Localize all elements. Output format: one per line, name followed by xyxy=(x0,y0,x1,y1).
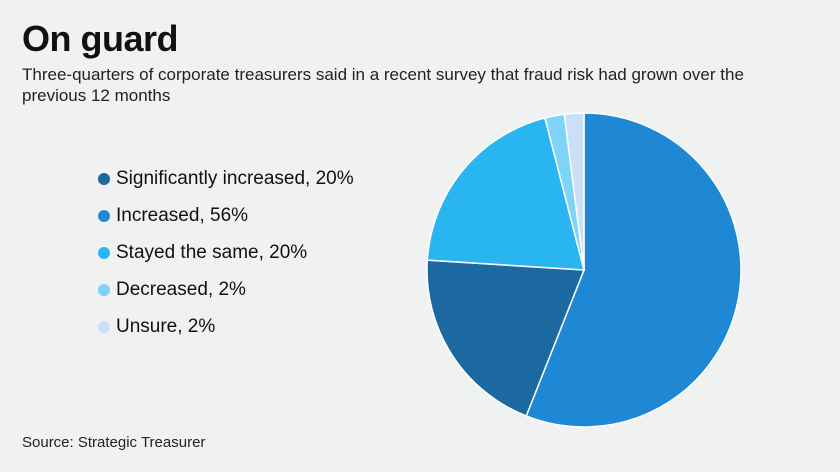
legend-item: Increased, 56% xyxy=(98,197,354,234)
legend-swatch xyxy=(98,172,110,185)
source-note: Source: Strategic Treasurer xyxy=(22,434,206,451)
pie-slice-unsure xyxy=(563,112,585,271)
legend-swatch xyxy=(98,246,110,259)
legend-label: Increased, 56% xyxy=(116,204,249,226)
legend-label: Unsure, 2% xyxy=(116,315,216,337)
legend-label: Decreased, 2% xyxy=(116,278,246,300)
legend-swatch xyxy=(98,209,110,222)
legend-swatch xyxy=(98,283,110,296)
legend-item: Unsure, 2% xyxy=(98,308,354,345)
legend-item: Decreased, 2% xyxy=(98,271,354,308)
legend: Significantly increased, 20% Increased, 5… xyxy=(98,160,354,345)
chart-subtitle: Three-quarters of corporate treasurers s… xyxy=(22,65,744,105)
legend-swatch xyxy=(98,320,110,333)
legend-item: Stayed the same, 20% xyxy=(98,234,354,271)
pie-slice-stayed-the-same xyxy=(426,117,585,271)
legend-label: Significantly increased, 20% xyxy=(116,167,354,189)
chart-title: On guard xyxy=(22,18,179,59)
legend-item: Significantly increased, 20% xyxy=(98,160,354,197)
pie-slice-significantly-increased xyxy=(426,259,586,417)
pie-slice-increased xyxy=(525,112,742,428)
legend-label: Stayed the same, 20% xyxy=(116,241,308,263)
